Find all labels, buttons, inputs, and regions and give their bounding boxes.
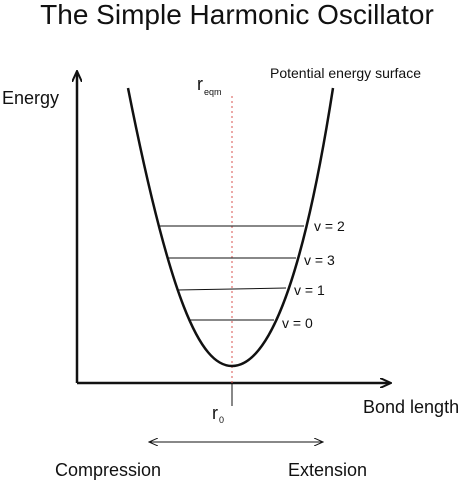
energy-level-label: v = 2 xyxy=(314,218,345,234)
energy-level-label: v = 0 xyxy=(282,315,313,331)
r0-label: r0 xyxy=(212,403,224,425)
diagram-title: The Simple Harmonic Oscillator xyxy=(40,0,434,30)
compression-label: Compression xyxy=(55,460,161,480)
energy-level-label: v = 3 xyxy=(304,252,335,268)
potential-energy-curve xyxy=(126,87,335,368)
r-eqm-label: reqm xyxy=(197,74,222,97)
y-axis-label: Energy xyxy=(2,88,59,108)
x-axis-label: Bond length xyxy=(363,397,459,417)
extension-label: Extension xyxy=(288,460,367,480)
energy-level-label: v = 1 xyxy=(294,282,325,298)
energy-level-line xyxy=(176,287,287,291)
potential-curve-label: Potential energy surface xyxy=(270,65,421,81)
